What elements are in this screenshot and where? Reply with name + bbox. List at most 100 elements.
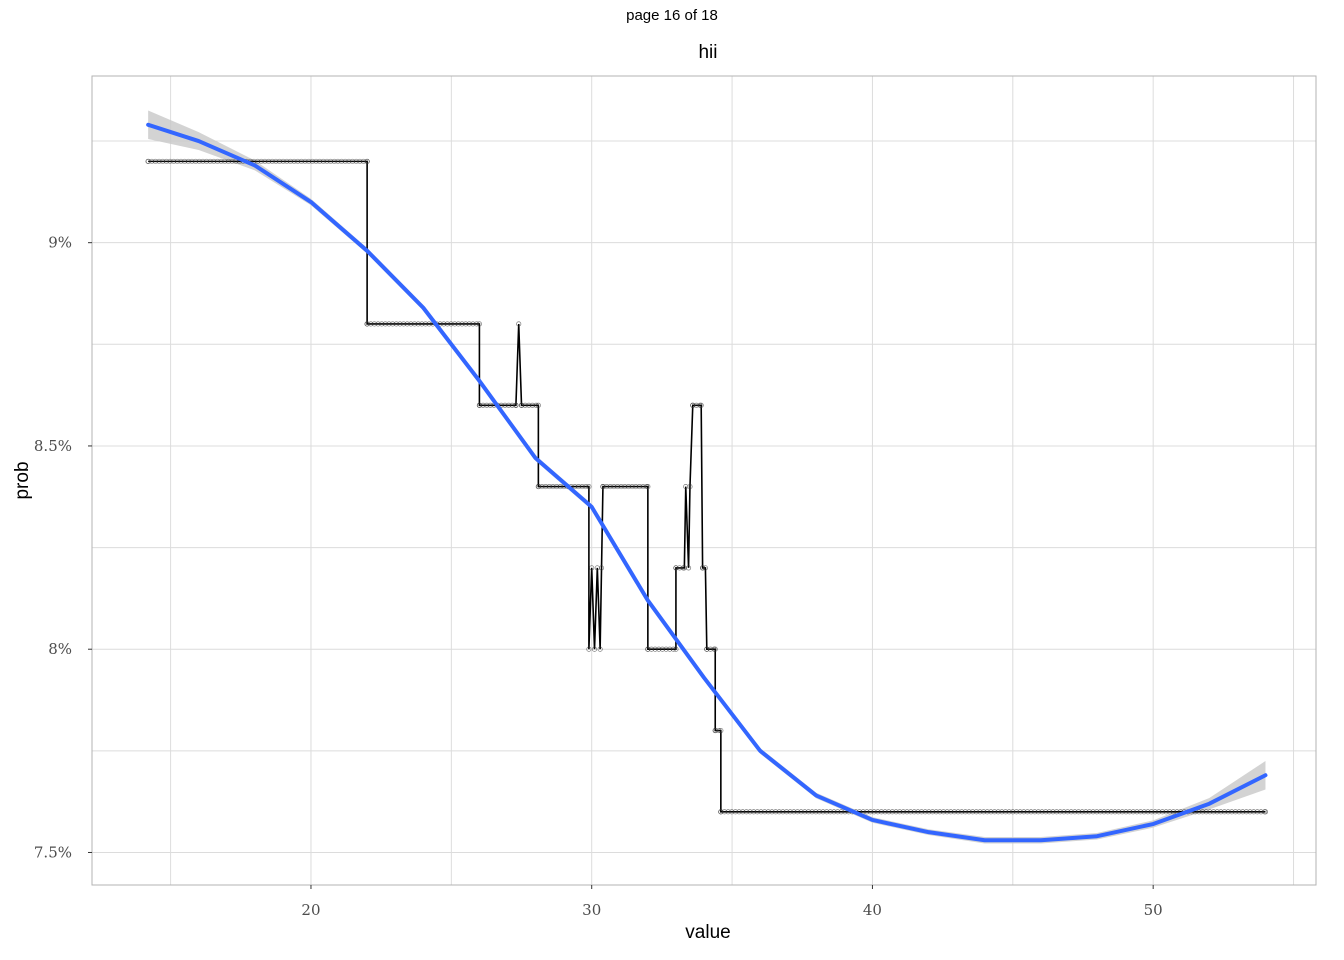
data-point: [1225, 809, 1231, 815]
data-point: [415, 321, 421, 327]
data-point: [984, 809, 990, 815]
data-point: [1156, 809, 1162, 815]
data-point: [754, 809, 760, 815]
data-point: [149, 158, 155, 164]
x-axis-ticks: 20 30 40 50: [301, 885, 1163, 919]
y-axis-title: prob: [12, 461, 33, 499]
data-point: [266, 158, 272, 164]
data-point: [919, 809, 925, 815]
data-point: [554, 484, 560, 490]
data-point: [835, 809, 841, 815]
data-point: [401, 321, 407, 327]
data-point: [533, 402, 539, 408]
smooth-series-layer: [146, 122, 1268, 843]
data-point: [769, 809, 775, 815]
data-point: [636, 484, 642, 490]
data-point: [747, 809, 753, 815]
data-point: [618, 484, 624, 490]
data-point: [342, 158, 348, 164]
data-point: [999, 809, 1005, 815]
y-tick-label: 7.5%: [34, 843, 72, 861]
data-point: [324, 158, 330, 164]
data-point: [480, 402, 486, 408]
y-tick-label: 8%: [48, 640, 72, 658]
data-point: [320, 158, 326, 164]
data-point: [611, 484, 617, 490]
data-point: [419, 321, 425, 327]
data-point: [328, 158, 334, 164]
data-point: [171, 158, 177, 164]
data-point: [604, 484, 610, 490]
data-point: [189, 158, 195, 164]
data-point: [589, 565, 595, 571]
data-point: [1137, 809, 1144, 815]
data-point: [1200, 809, 1206, 815]
data-point: [156, 158, 162, 164]
data-point: [1218, 809, 1224, 815]
data-point: [550, 484, 556, 490]
data-point: [700, 565, 706, 571]
data-point: [262, 158, 268, 164]
data-point: [335, 158, 341, 164]
data-point: [1021, 809, 1027, 815]
data-point: [178, 158, 184, 164]
data-point: [908, 809, 914, 815]
data-point: [408, 321, 414, 327]
data-point: [598, 565, 605, 571]
step-series-line: [148, 160, 1266, 813]
data-point: [441, 321, 447, 327]
data-point: [716, 727, 722, 734]
data-point: [214, 158, 221, 164]
data-point: [1127, 809, 1133, 815]
data-point: [981, 809, 987, 815]
data-point: [516, 321, 522, 327]
page-label: page 16 of 18: [626, 7, 718, 24]
data-point: [207, 158, 213, 164]
data-point: [882, 809, 888, 815]
data-point: [970, 809, 976, 815]
data-point: [1148, 809, 1155, 815]
data-point: [280, 158, 286, 164]
data-point: [813, 809, 819, 815]
data-point: [269, 158, 275, 164]
data-point: [349, 158, 356, 164]
data-point: [586, 646, 592, 652]
data-point: [1163, 809, 1169, 815]
data-point: [712, 646, 718, 652]
data-point: [1090, 809, 1096, 815]
data-point: [1141, 809, 1147, 815]
data-point: [780, 809, 786, 815]
data-point: [397, 321, 403, 327]
data-point: [1207, 809, 1213, 815]
y-axis-ticks: 7.5% 8% 8.5% 9%: [34, 234, 92, 861]
data-point: [673, 646, 679, 652]
data-point: [295, 158, 301, 164]
data-point: [535, 402, 541, 408]
data-point: [1024, 809, 1030, 815]
data-point: [645, 484, 651, 490]
data-point: [995, 809, 1001, 815]
data-point: [476, 321, 482, 327]
data-point: [287, 158, 294, 164]
data-point: [762, 809, 768, 815]
data-point: [1116, 809, 1122, 815]
data-point: [824, 809, 830, 815]
data-point: [600, 484, 606, 490]
y-tick-label: 9%: [48, 234, 72, 252]
data-point: [1251, 809, 1257, 815]
data-point: [951, 809, 957, 815]
data-point: [959, 809, 965, 815]
data-point: [875, 809, 881, 815]
data-point: [174, 158, 180, 164]
data-point: [718, 727, 724, 734]
data-point: [302, 158, 308, 164]
data-point: [809, 809, 815, 815]
data-point: [211, 158, 217, 164]
data-point: [758, 809, 764, 815]
data-point: [607, 484, 613, 490]
data-point: [513, 402, 519, 408]
data-point: [988, 809, 994, 815]
step-series-layer: [145, 158, 1269, 815]
data-point: [1017, 809, 1023, 815]
